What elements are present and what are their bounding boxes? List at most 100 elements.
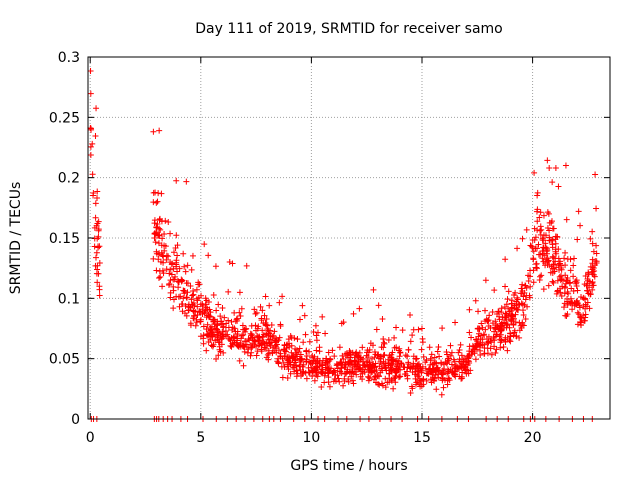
data-point <box>95 270 102 277</box>
data-point <box>271 328 278 335</box>
data-point <box>540 286 547 293</box>
data-point <box>427 376 434 383</box>
data-point <box>276 299 283 306</box>
data-point <box>575 311 582 318</box>
data-point <box>337 368 344 375</box>
data-point <box>478 320 485 327</box>
data-point <box>572 278 579 285</box>
data-point <box>205 312 212 319</box>
data-point <box>173 232 180 239</box>
data-point <box>578 315 585 322</box>
data-point <box>512 311 519 318</box>
data-point <box>261 312 268 319</box>
data-point <box>388 368 395 375</box>
data-point <box>236 309 243 316</box>
data-point <box>325 374 332 381</box>
data-point <box>302 331 309 338</box>
data-point <box>167 294 174 301</box>
data-point <box>516 301 523 308</box>
data-point <box>183 294 190 301</box>
data-point <box>189 252 196 259</box>
data-point <box>443 360 450 367</box>
data-point <box>472 356 479 363</box>
data-point <box>453 363 460 370</box>
data-point <box>562 262 569 269</box>
data-point <box>351 361 358 368</box>
data-point <box>217 313 224 320</box>
data-point <box>192 322 199 329</box>
data-point <box>156 231 163 238</box>
data-point <box>210 291 217 298</box>
data-point <box>582 311 589 318</box>
data-point <box>225 288 232 295</box>
data-point <box>382 375 389 382</box>
data-point <box>527 273 534 280</box>
data-point <box>347 349 354 356</box>
data-point <box>442 358 449 365</box>
data-point <box>552 240 559 247</box>
data-point <box>219 331 226 338</box>
data-point <box>281 341 288 348</box>
data-point <box>523 226 530 233</box>
data-point <box>373 326 380 333</box>
x-tick-label: 20 <box>524 430 542 446</box>
data-point <box>87 68 94 75</box>
data-point <box>420 353 427 360</box>
data-point <box>477 347 484 354</box>
data-point <box>429 365 436 372</box>
data-point <box>488 339 495 346</box>
data-point <box>436 368 443 375</box>
data-point <box>533 264 540 271</box>
data-point <box>584 275 591 282</box>
data-point <box>228 318 235 325</box>
data-point <box>163 252 170 259</box>
data-point <box>319 313 326 320</box>
data-point <box>87 125 94 132</box>
data-point <box>94 279 101 286</box>
data-point <box>316 348 323 355</box>
data-point <box>561 300 568 307</box>
data-point <box>341 362 348 369</box>
data-point <box>181 263 188 270</box>
data-point <box>265 350 272 357</box>
data-point <box>508 305 515 312</box>
data-point <box>520 293 527 300</box>
data-point <box>380 336 387 343</box>
data-point <box>418 369 425 376</box>
data-point <box>306 338 313 345</box>
data-point <box>432 372 439 379</box>
data-point <box>226 258 233 265</box>
data-point <box>263 354 270 361</box>
data-point <box>537 227 544 234</box>
data-point <box>562 272 569 279</box>
data-point <box>279 374 286 381</box>
data-point <box>497 344 504 351</box>
x-tick-label: 5 <box>196 430 205 446</box>
data-point <box>236 289 243 296</box>
data-point <box>178 278 185 285</box>
data-point <box>472 297 479 304</box>
data-point <box>534 206 541 213</box>
data-point <box>303 347 310 354</box>
data-point <box>399 327 406 334</box>
data-point <box>171 276 178 283</box>
chart-title: Day 111 of 2019, SRMTID for receiver sam… <box>195 21 503 37</box>
data-point <box>218 341 225 348</box>
data-point <box>514 306 521 313</box>
data-point <box>493 346 500 353</box>
data-point <box>544 224 551 231</box>
data-point <box>458 352 465 359</box>
data-point <box>266 340 273 347</box>
data-point <box>379 316 386 323</box>
data-point <box>487 345 494 352</box>
data-point <box>446 355 453 362</box>
data-point <box>535 241 542 248</box>
data-point <box>154 221 161 228</box>
data-point <box>541 252 548 259</box>
data-point <box>589 240 596 247</box>
data-point <box>580 312 587 319</box>
data-point <box>159 283 166 290</box>
data-point <box>526 292 533 299</box>
data-point <box>277 322 284 329</box>
data-point <box>175 293 182 300</box>
